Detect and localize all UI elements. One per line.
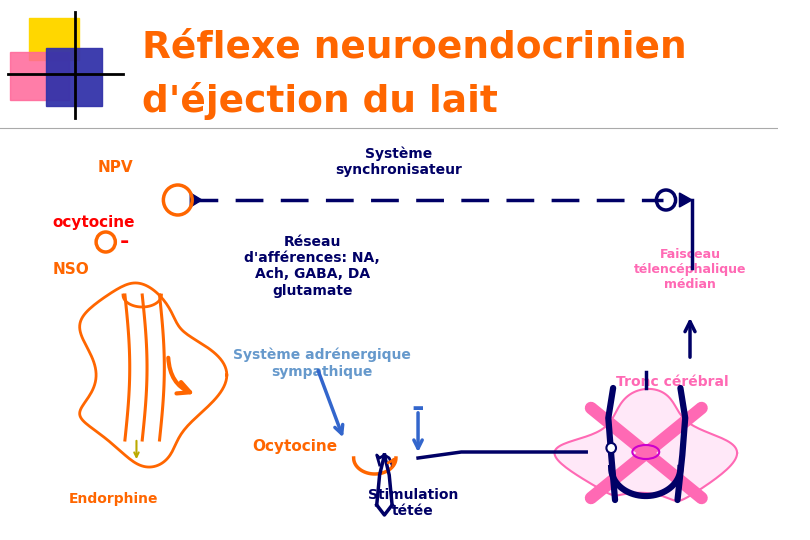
Polygon shape xyxy=(680,193,692,207)
Circle shape xyxy=(607,443,616,453)
Text: -: - xyxy=(411,394,424,422)
Text: Réseau
d'afférences: NA,
Ach, GABA, DA
glutamate: Réseau d'afférences: NA, Ach, GABA, DA g… xyxy=(245,235,380,298)
Polygon shape xyxy=(190,193,202,207)
Bar xyxy=(29,18,79,60)
Text: Tronc cérébral: Tronc cérébral xyxy=(616,375,729,389)
Text: Réflexe neuroendocrinien: Réflexe neuroendocrinien xyxy=(143,30,687,66)
Text: Ocytocine: Ocytocine xyxy=(252,440,337,455)
Text: NSO: NSO xyxy=(53,262,90,278)
Bar xyxy=(46,48,102,106)
Text: ocytocine: ocytocine xyxy=(53,214,135,230)
Polygon shape xyxy=(555,389,737,501)
Text: Stimulation
tétée: Stimulation tétée xyxy=(368,488,458,518)
Text: -: - xyxy=(120,232,130,252)
Text: NPV: NPV xyxy=(97,160,133,176)
Text: Endorphine: Endorphine xyxy=(69,492,158,506)
Text: Système adrénergique
sympathique: Système adrénergique sympathique xyxy=(233,348,411,379)
Text: Faisceau
télencéphalique
médian: Faisceau télencéphalique médian xyxy=(633,248,746,291)
Bar xyxy=(10,52,69,100)
Text: d'éjection du lait: d'éjection du lait xyxy=(143,82,498,120)
Text: Système
synchronisateur: Système synchronisateur xyxy=(335,147,463,177)
